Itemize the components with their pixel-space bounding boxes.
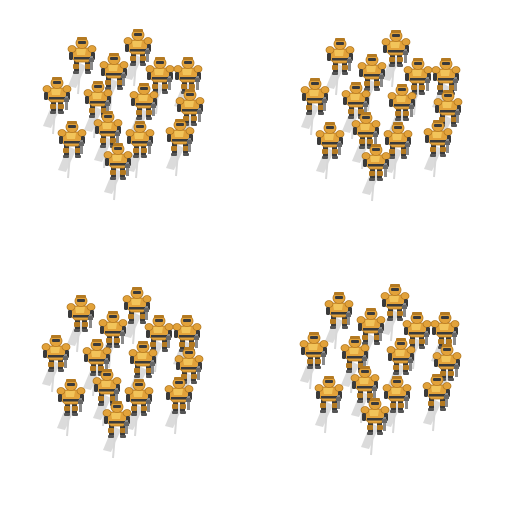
- squad-3-mech-soldier-icon: [56, 379, 86, 437]
- squad-3-mech-soldier-icon: [164, 377, 194, 435]
- squad-1-mech-soldier-icon: [67, 37, 97, 95]
- squad-sprite-3: [41, 287, 204, 459]
- squad-1-mech-soldier-icon: [165, 119, 195, 177]
- squad-4-mech-soldier-icon: [324, 292, 354, 350]
- squad-4-mech-soldier-icon: [340, 336, 370, 394]
- squad-sprite-2: [300, 30, 463, 202]
- squad-4-mech-soldier-icon: [402, 312, 432, 370]
- squad-frame-3: [0, 256, 256, 512]
- squad-2-mech-soldier-icon: [357, 54, 387, 112]
- squad-2-mech-soldier-icon: [381, 30, 411, 88]
- squad-2-mech-soldier-icon: [325, 38, 355, 96]
- squad-3-mech-soldier-icon: [66, 295, 96, 353]
- squad-4-mech-soldier-icon: [350, 366, 380, 424]
- squad-3-mech-soldier-icon: [124, 379, 154, 437]
- squad-3-mech-soldier-icon: [102, 401, 132, 459]
- squad-4-mech-soldier-icon: [422, 374, 452, 432]
- squad-4-mech-soldier-icon: [432, 344, 462, 402]
- squad-3-mech-soldier-icon: [82, 339, 112, 397]
- squad-sprite-1: [42, 29, 205, 201]
- squad-2-mech-soldier-icon: [351, 112, 381, 170]
- squad-4-mech-soldier-icon: [360, 398, 390, 456]
- squad-3-mech-soldier-icon: [122, 287, 152, 345]
- squad-1-mech-soldier-icon: [57, 121, 87, 179]
- squad-4-mech-soldier-icon: [299, 332, 329, 390]
- squad-frame-1: [0, 0, 256, 256]
- squad-2-mech-soldier-icon: [423, 120, 453, 178]
- squad-1-mech-soldier-icon: [103, 143, 133, 201]
- squad-4-mech-soldier-icon: [314, 376, 344, 434]
- squad-4-mech-soldier-icon: [380, 284, 410, 342]
- squad-2-mech-soldier-icon: [300, 78, 330, 136]
- squad-4-mech-soldier-icon: [382, 376, 412, 434]
- squad-3-mech-soldier-icon: [144, 315, 174, 373]
- squad-frame-2: [256, 0, 512, 256]
- squad-1-mech-soldier-icon: [125, 121, 155, 179]
- squad-2-mech-soldier-icon: [387, 84, 417, 142]
- squad-2-mech-soldier-icon: [383, 122, 413, 180]
- squad-2-mech-soldier-icon: [341, 82, 371, 140]
- squad-2-mech-soldier-icon: [361, 144, 391, 202]
- squad-1-mech-soldier-icon: [123, 29, 153, 87]
- squad-sprite-4: [299, 284, 462, 456]
- squad-2-mech-soldier-icon: [431, 58, 461, 116]
- squad-2-mech-soldier-icon: [315, 122, 345, 180]
- squad-frame-4: [256, 256, 512, 512]
- squad-1-mech-soldier-icon: [42, 77, 72, 135]
- squad-3-mech-soldier-icon: [41, 335, 71, 393]
